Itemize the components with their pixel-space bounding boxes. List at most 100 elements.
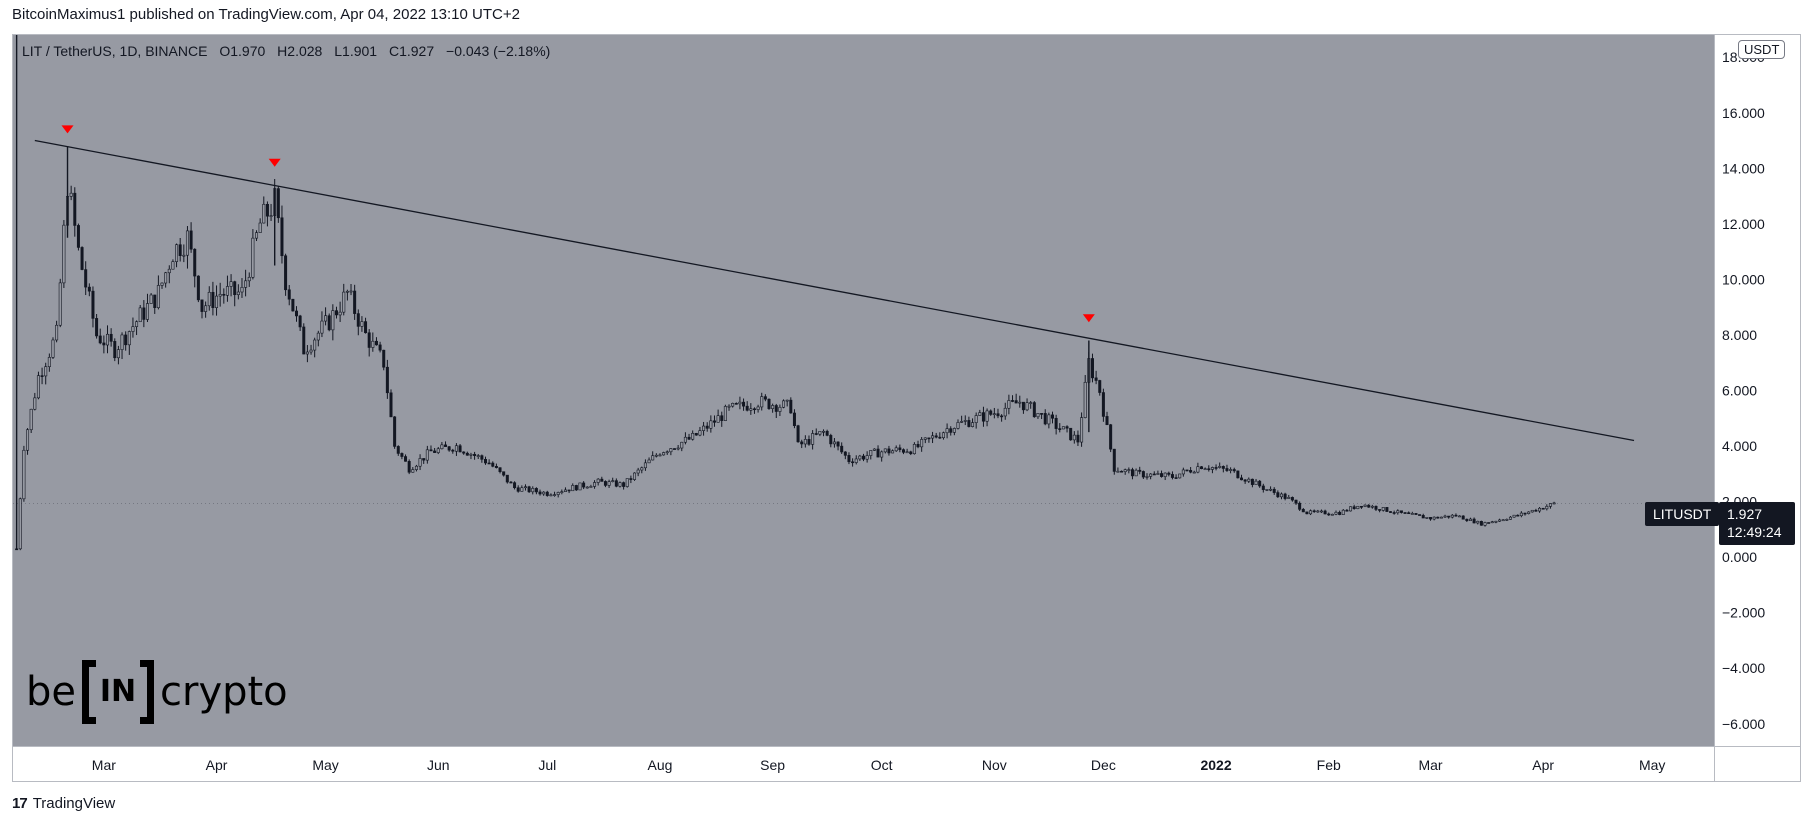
- candle-body: [425, 449, 429, 461]
- x-tick-label: Oct: [871, 757, 893, 773]
- candle-body: [1421, 515, 1425, 519]
- candle-body: [1185, 469, 1189, 472]
- price-scale[interactable]: [1715, 34, 1801, 747]
- candle-body: [215, 295, 219, 308]
- candle-body: [149, 294, 153, 304]
- candle-body: [949, 428, 953, 433]
- candle-body: [803, 439, 807, 445]
- candle-body: [265, 203, 269, 217]
- candle-body: [625, 478, 629, 487]
- red-down-marker-icon: [61, 125, 74, 134]
- candle-body: [95, 318, 99, 337]
- candle-body: [207, 291, 211, 307]
- candle-body: [723, 406, 727, 421]
- candle-body: [142, 307, 146, 320]
- candle-body: [992, 413, 996, 415]
- publish-caption: BitcoinMaximus1 published on TradingView…: [12, 6, 520, 23]
- candle-body: [1527, 511, 1531, 514]
- candle-body: [171, 261, 175, 270]
- candle-body: [1534, 509, 1538, 512]
- candle-body: [276, 188, 280, 219]
- candle-body: [1341, 509, 1345, 515]
- candle-body: [389, 392, 393, 418]
- candle-body: [167, 268, 171, 274]
- beincrypto-watermark: be IN crypto: [26, 660, 288, 724]
- candle-body: [1109, 424, 1113, 450]
- close-label: C: [388, 43, 400, 59]
- candle-body: [705, 425, 709, 429]
- symbol-legend: LIT / TetherUS, 1D, BINANCE O1.970 H2.02…: [22, 43, 550, 59]
- candle-body: [193, 248, 197, 277]
- candle-body: [712, 420, 716, 423]
- candle-body: [974, 415, 978, 423]
- candle-body: [436, 448, 440, 453]
- bar-countdown: 12:49:24: [1727, 524, 1782, 540]
- x-tick-label: Apr: [206, 757, 228, 773]
- candle-body: [891, 450, 895, 454]
- candle-body: [371, 340, 375, 348]
- candle-body: [1541, 507, 1545, 510]
- candle-body: [1545, 506, 1549, 510]
- candle-body: [447, 446, 451, 451]
- candle-body: [1483, 522, 1487, 526]
- candle-body: [901, 449, 905, 453]
- candle-body: [556, 492, 560, 495]
- candle-body: [1229, 469, 1233, 471]
- candle-body: [284, 255, 288, 291]
- candle-body: [814, 433, 818, 435]
- candle-body: [360, 321, 364, 327]
- x-tick-label: Dec: [1091, 757, 1116, 773]
- candle-body: [1505, 519, 1509, 521]
- footer-brand[interactable]: TradingView: [32, 795, 116, 812]
- candle-body: [124, 334, 128, 346]
- candle-body: [553, 494, 557, 496]
- candle-body: [84, 269, 88, 288]
- candle-body: [91, 290, 95, 319]
- candle-body: [829, 435, 833, 445]
- candle-body: [934, 435, 938, 438]
- candle-body: [1040, 413, 1044, 415]
- candle-body: [709, 420, 713, 429]
- candle-body: [782, 400, 786, 408]
- candle-body: [349, 290, 353, 293]
- candle-body: [905, 451, 909, 454]
- candle-body: [956, 422, 960, 429]
- candle-body: [622, 482, 626, 487]
- candle-body: [807, 439, 811, 445]
- last-price-value: 1.927: [1727, 506, 1763, 522]
- candle-body: [563, 489, 567, 492]
- candle-body: [1018, 401, 1022, 404]
- candle-body: [1309, 510, 1313, 515]
- candle-body: [36, 375, 40, 399]
- candle-body: [287, 289, 291, 300]
- candle-body: [1334, 511, 1338, 515]
- candle-body: [618, 482, 622, 487]
- watermark-left: be: [26, 669, 76, 715]
- candle-body: [1221, 466, 1225, 469]
- candle-body: [636, 469, 640, 474]
- candle-body: [102, 342, 106, 346]
- y-tick-label: 6.000: [1722, 383, 1757, 399]
- candle-body: [560, 491, 564, 493]
- candle-body: [731, 403, 735, 407]
- candle-body: [1290, 497, 1294, 501]
- candle-body: [1501, 519, 1505, 522]
- candle-body: [1465, 518, 1469, 521]
- candle-body: [1014, 400, 1018, 404]
- candle-body: [854, 458, 858, 463]
- candle-body: [531, 488, 535, 493]
- currency-badge[interactable]: USDT: [1738, 40, 1786, 59]
- time-scale[interactable]: [12, 747, 1715, 782]
- candle-body: [204, 305, 208, 312]
- candle-body: [156, 285, 160, 308]
- candle-body: [633, 472, 637, 480]
- candle-body: [313, 339, 317, 351]
- chart-pane[interactable]: [12, 34, 1715, 747]
- candle-body: [160, 282, 164, 286]
- candle-body: [138, 307, 142, 323]
- candle-body: [1548, 503, 1552, 507]
- candle-body: [861, 455, 865, 460]
- candle-body: [338, 311, 342, 316]
- candle-body: [1330, 513, 1334, 516]
- candle-body: [1141, 471, 1145, 478]
